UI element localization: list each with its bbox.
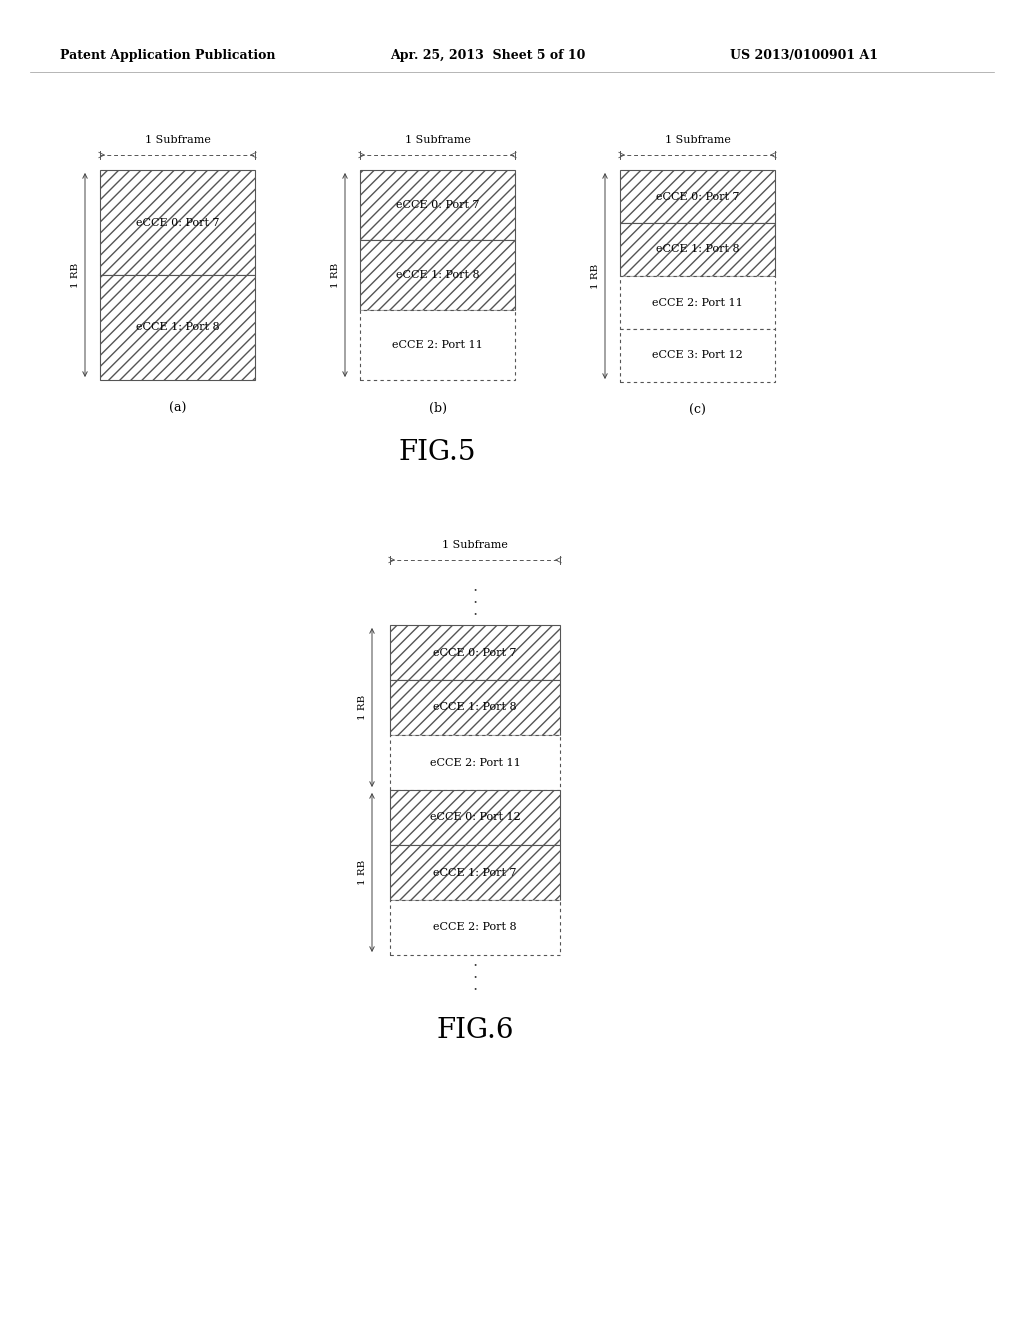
Text: 1 Subframe: 1 Subframe xyxy=(404,135,470,145)
Text: eCCE 1: Port 8: eCCE 1: Port 8 xyxy=(655,244,739,255)
Text: ⋅: ⋅ xyxy=(472,970,477,983)
Text: eCCE 1: Port 7: eCCE 1: Port 7 xyxy=(433,867,517,878)
Bar xyxy=(360,170,515,240)
Text: eCCE 2: Port 11: eCCE 2: Port 11 xyxy=(652,297,742,308)
Text: 1 RB: 1 RB xyxy=(331,263,340,288)
Text: (b): (b) xyxy=(428,401,446,414)
Bar xyxy=(390,789,560,845)
Text: eCCE 1: Port 8: eCCE 1: Port 8 xyxy=(136,322,219,333)
Text: 1 Subframe: 1 Subframe xyxy=(442,540,508,550)
Text: ⋅: ⋅ xyxy=(472,982,477,997)
Bar xyxy=(100,275,255,380)
Bar xyxy=(360,310,515,380)
Text: eCCE 2: Port 11: eCCE 2: Port 11 xyxy=(392,341,483,350)
Bar xyxy=(390,845,560,900)
Text: eCCE 0: Port 12: eCCE 0: Port 12 xyxy=(430,813,520,822)
Bar xyxy=(100,170,255,275)
Bar xyxy=(620,276,775,329)
Text: eCCE 0: Port 7: eCCE 0: Port 7 xyxy=(136,218,219,227)
Text: (c): (c) xyxy=(689,404,706,417)
Text: ⋅: ⋅ xyxy=(472,607,477,620)
Text: Apr. 25, 2013  Sheet 5 of 10: Apr. 25, 2013 Sheet 5 of 10 xyxy=(390,49,586,62)
Bar xyxy=(390,735,560,789)
Bar xyxy=(620,223,775,276)
Bar xyxy=(390,680,560,735)
Text: 1 Subframe: 1 Subframe xyxy=(665,135,730,145)
Text: FIG.5: FIG.5 xyxy=(398,438,476,466)
Text: FIG.6: FIG.6 xyxy=(436,1016,514,1044)
Text: 1 RB: 1 RB xyxy=(358,694,367,721)
Text: eCCE 2: Port 11: eCCE 2: Port 11 xyxy=(430,758,520,767)
Bar xyxy=(360,240,515,310)
Text: (a): (a) xyxy=(169,401,186,414)
Text: eCCE 3: Port 12: eCCE 3: Port 12 xyxy=(652,351,742,360)
Text: 1 Subframe: 1 Subframe xyxy=(144,135,211,145)
Bar xyxy=(390,624,560,680)
Text: 1 RB: 1 RB xyxy=(71,263,80,288)
Text: 1 RB: 1 RB xyxy=(591,264,600,289)
Bar xyxy=(620,170,775,223)
Text: ⋅: ⋅ xyxy=(472,595,477,609)
Text: eCCE 1: Port 8: eCCE 1: Port 8 xyxy=(433,702,517,713)
Text: eCCE 2: Port 8: eCCE 2: Port 8 xyxy=(433,923,517,932)
Text: eCCE 0: Port 7: eCCE 0: Port 7 xyxy=(433,648,517,657)
Text: ⋅: ⋅ xyxy=(472,583,477,597)
Text: 1 RB: 1 RB xyxy=(358,859,367,886)
Text: ⋅: ⋅ xyxy=(472,958,477,972)
Text: Patent Application Publication: Patent Application Publication xyxy=(60,49,275,62)
Text: eCCE 0: Port 7: eCCE 0: Port 7 xyxy=(395,201,479,210)
Text: US 2013/0100901 A1: US 2013/0100901 A1 xyxy=(730,49,878,62)
Bar xyxy=(620,329,775,381)
Text: eCCE 0: Port 7: eCCE 0: Port 7 xyxy=(655,191,739,202)
Bar xyxy=(390,900,560,954)
Text: eCCE 1: Port 8: eCCE 1: Port 8 xyxy=(395,271,479,280)
